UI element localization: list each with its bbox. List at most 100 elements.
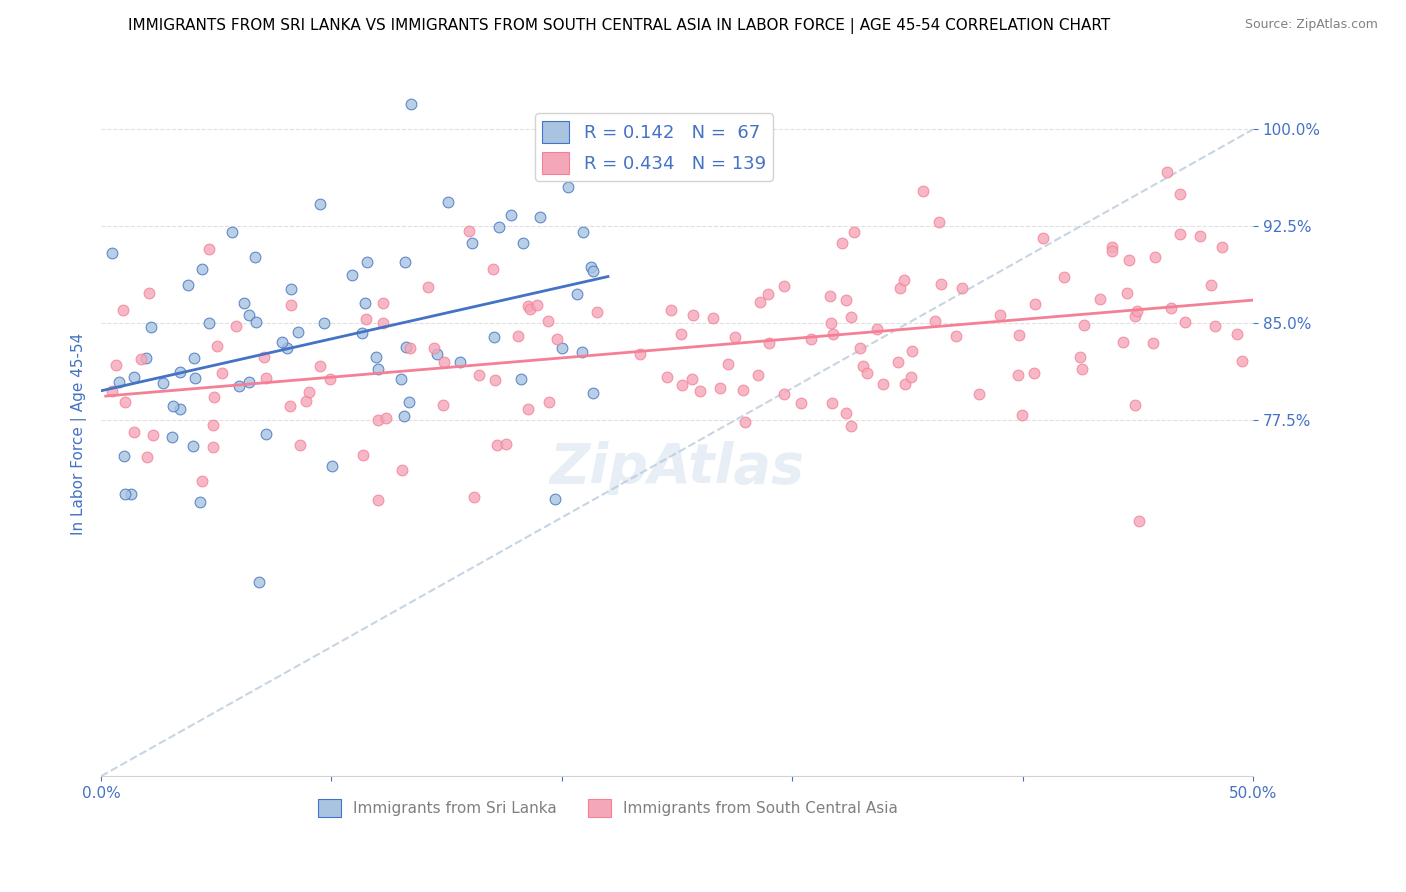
- Point: [856, 366, 879, 380]
- Point: [366, 350, 388, 364]
- Point: [586, 304, 609, 318]
- Point: [835, 406, 858, 420]
- Point: [1142, 336, 1164, 351]
- Point: [486, 438, 509, 452]
- Point: [790, 395, 813, 409]
- Point: [950, 281, 973, 295]
- Point: [748, 295, 770, 310]
- Point: [689, 384, 711, 399]
- Point: [432, 398, 454, 412]
- Point: [139, 320, 162, 334]
- Point: [536, 314, 558, 328]
- Point: [1160, 301, 1182, 315]
- Point: [516, 300, 538, 314]
- Point: [294, 394, 316, 409]
- Point: [416, 280, 439, 294]
- Point: [122, 369, 145, 384]
- Point: [129, 352, 152, 367]
- Point: [254, 427, 277, 442]
- Point: [557, 180, 579, 194]
- Point: [278, 399, 301, 413]
- Point: [356, 255, 378, 269]
- Point: [872, 376, 894, 391]
- Point: [141, 427, 163, 442]
- Point: [482, 329, 505, 343]
- Point: [120, 487, 142, 501]
- Point: [900, 369, 922, 384]
- Point: [169, 365, 191, 379]
- Point: [969, 387, 991, 401]
- Point: [399, 96, 422, 111]
- Point: [202, 418, 225, 433]
- Point: [367, 362, 389, 376]
- Point: [1112, 334, 1135, 349]
- Text: ZipAtlas: ZipAtlas: [550, 441, 804, 495]
- Point: [911, 185, 934, 199]
- Point: [702, 310, 724, 325]
- Point: [1053, 269, 1076, 284]
- Point: [135, 351, 157, 365]
- Point: [112, 302, 135, 317]
- Point: [772, 387, 794, 401]
- Point: [122, 425, 145, 439]
- Point: [107, 376, 129, 390]
- Point: [197, 316, 219, 330]
- Point: [181, 439, 204, 453]
- Point: [1225, 327, 1247, 342]
- Point: [582, 386, 605, 401]
- Point: [659, 303, 682, 318]
- Point: [391, 463, 413, 477]
- Point: [321, 459, 343, 474]
- Point: [426, 347, 449, 361]
- Point: [1101, 244, 1123, 258]
- Point: [894, 377, 917, 392]
- Point: [468, 368, 491, 383]
- Point: [211, 367, 233, 381]
- Point: [1090, 292, 1112, 306]
- Point: [201, 440, 224, 454]
- Point: [484, 374, 506, 388]
- Point: [245, 250, 267, 264]
- Point: [821, 326, 844, 341]
- Point: [247, 575, 270, 590]
- Point: [350, 326, 373, 340]
- Point: [1024, 297, 1046, 311]
- Point: [499, 208, 522, 222]
- Point: [772, 278, 794, 293]
- Text: IMMIGRANTS FROM SRI LANKA VS IMMIGRANTS FROM SOUTH CENTRAL ASIA IN LABOR FORCE |: IMMIGRANTS FROM SRI LANKA VS IMMIGRANTS …: [128, 18, 1109, 34]
- Point: [924, 314, 946, 328]
- Point: [835, 293, 858, 308]
- Point: [160, 430, 183, 444]
- Point: [176, 277, 198, 292]
- Point: [1125, 304, 1147, 318]
- Point: [1115, 285, 1137, 300]
- Point: [1011, 408, 1033, 422]
- Point: [1007, 368, 1029, 383]
- Point: [1118, 252, 1140, 267]
- Point: [990, 308, 1012, 322]
- Point: [449, 355, 471, 369]
- Point: [1170, 187, 1192, 202]
- Point: [831, 235, 853, 250]
- Point: [1156, 165, 1178, 179]
- Point: [298, 385, 321, 400]
- Point: [319, 372, 342, 386]
- Point: [373, 316, 395, 330]
- Point: [1189, 228, 1212, 243]
- Point: [839, 310, 862, 324]
- Point: [138, 286, 160, 301]
- Point: [731, 383, 754, 397]
- Point: [538, 395, 561, 409]
- Point: [495, 437, 517, 451]
- Point: [399, 341, 422, 355]
- Point: [190, 495, 212, 509]
- Point: [373, 295, 395, 310]
- Point: [889, 281, 911, 295]
- Point: [353, 296, 375, 310]
- Point: [866, 322, 889, 336]
- Point: [221, 226, 243, 240]
- Point: [1101, 240, 1123, 254]
- Point: [238, 309, 260, 323]
- Point: [929, 277, 952, 291]
- Point: [136, 450, 159, 465]
